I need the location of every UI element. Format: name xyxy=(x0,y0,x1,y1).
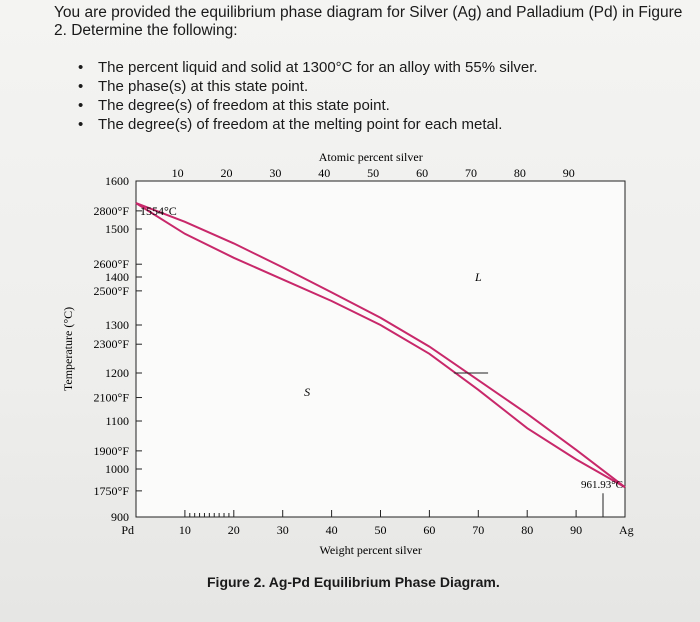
x2-tick-label: 20 xyxy=(220,166,232,180)
x-tick-label: 60 xyxy=(423,523,435,537)
x2-tick-label: 60 xyxy=(416,166,428,180)
x2-tick-label: 90 xyxy=(563,166,575,180)
question-item: The percent liquid and solid at 1300°C f… xyxy=(78,58,538,77)
x-end-label-right: Ag xyxy=(619,523,634,537)
y-tick-label-f: 1750°F xyxy=(94,484,130,498)
x-tick-label: 50 xyxy=(375,523,387,537)
x2-tick-label: 70 xyxy=(465,166,477,180)
ag-melting-point-label: 961.93°C xyxy=(581,479,623,491)
y-tick-label-f: 2100°F xyxy=(94,391,130,405)
x-end-label-left: Pd xyxy=(121,523,134,537)
question-item: The degree(s) of freedom at the melting … xyxy=(78,115,538,134)
liquid-region-label: L xyxy=(474,270,482,284)
x-tick-label: 90 xyxy=(570,523,582,537)
x-tick-label: 40 xyxy=(326,523,338,537)
y-tick-label: 1400 xyxy=(105,270,129,284)
y-tick-label: 1600 xyxy=(105,174,129,188)
x-tick-label: 70 xyxy=(472,523,484,537)
plot-frame xyxy=(135,180,626,518)
y-tick-label: 1100 xyxy=(105,414,129,428)
question-list: The percent liquid and solid at 1300°C f… xyxy=(78,58,538,134)
x-tick-label: 10 xyxy=(179,523,191,537)
pd-melting-point-label: 1554°C xyxy=(140,204,177,218)
plot-area xyxy=(135,180,626,518)
x2-tick-label: 10 xyxy=(172,166,184,180)
y-tick-label-f: 2500°F xyxy=(94,284,130,298)
problem-intro: You are provided the equilibrium phase d… xyxy=(54,4,683,39)
y-tick-label-f: 2600°F xyxy=(94,257,130,271)
x-tick-label: 30 xyxy=(277,523,289,537)
x-tick-label: 80 xyxy=(521,523,533,537)
y-tick-label: 1000 xyxy=(105,462,129,476)
question-item: The degree(s) of freedom at this state p… xyxy=(78,96,538,115)
chart-labels: 1600 1500 1400 1300 1200 1100 1000 900 2800°F 260… xyxy=(61,150,634,557)
x2-tick-label: 80 xyxy=(514,166,526,180)
y-tick-label-f: 2800°F xyxy=(94,204,130,218)
y-tick-label: 1200 xyxy=(105,366,129,380)
y-tick-label: 1500 xyxy=(105,222,129,236)
phase-curves xyxy=(135,202,626,489)
y-tick-label-f: 1900°F xyxy=(94,444,130,458)
figure-caption: Figure 2. Ag-Pd Equilibrium Phase Diagra… xyxy=(207,574,500,590)
y-axis-label: Temperature (°C) xyxy=(61,307,75,391)
x2-tick-label: 30 xyxy=(269,166,281,180)
liquidus-curve xyxy=(135,202,626,488)
y-tick-label: 900 xyxy=(111,510,129,524)
x2-axis-label: Atomic percent silver xyxy=(319,150,423,164)
question-item: The phase(s) at this state point. xyxy=(78,77,538,96)
x2-tick-label: 40 xyxy=(318,166,330,180)
y-tick-label: 1300 xyxy=(105,318,129,332)
x-tick-label: 20 xyxy=(228,523,240,537)
x-axis-label: Weight percent silver xyxy=(320,543,422,557)
y-tick-label-f: 2300°F xyxy=(94,337,130,351)
solidus-curve xyxy=(135,202,626,489)
x2-tick-label: 50 xyxy=(367,166,379,180)
solid-region-label: S xyxy=(304,385,310,399)
